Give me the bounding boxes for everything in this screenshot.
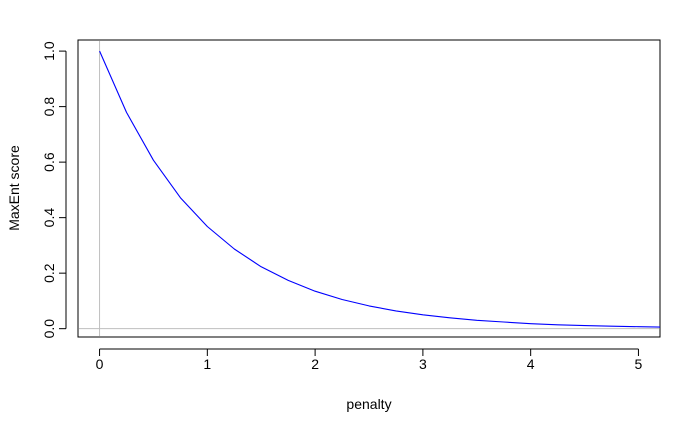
series-layer (99, 50, 661, 328)
x-axis: 0 1 2 3 4 5 (96, 348, 643, 372)
y-tick-label: 0.2 (41, 263, 57, 283)
reference-lines (79, 41, 659, 336)
y-tick-label: 1.0 (41, 41, 57, 61)
y-tick-label: 0.4 (41, 208, 57, 228)
y-tick-label: 0.8 (41, 97, 57, 117)
y-tick-label: 0.6 (41, 152, 57, 172)
y-tick-label: 0.0 (41, 319, 57, 339)
x-tick-label: 5 (635, 356, 643, 372)
x-tick-label: 0 (96, 356, 104, 372)
x-axis-label: penalty (346, 396, 391, 412)
x-tick-label: 3 (419, 356, 427, 372)
y-axis-label: MaxEnt score (6, 145, 22, 231)
x-tick-label: 1 (203, 356, 211, 372)
x-tick-label: 4 (527, 356, 535, 372)
series-line-0 (99, 50, 661, 328)
x-tick-label: 2 (311, 356, 319, 372)
plot-frame (77, 39, 661, 338)
y-axis: 0.0 0.2 0.4 0.6 0.8 1.0 (41, 41, 67, 339)
